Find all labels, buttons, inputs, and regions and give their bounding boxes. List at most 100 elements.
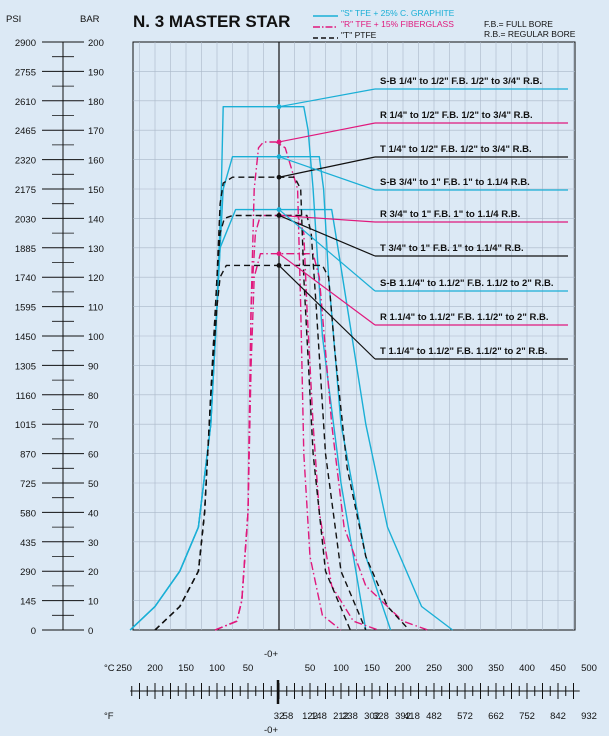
bar-tick-label: 170 (88, 126, 104, 137)
psi-header: PSI (6, 14, 21, 25)
bar-tick-label: 140 (88, 214, 104, 225)
zero-label-bottom: -0+ (264, 725, 278, 736)
psi-tick-label: 0 (31, 626, 36, 637)
celsius-tick-label: 250 (426, 663, 442, 674)
fahrenheit-tick-label: 932 (581, 711, 597, 722)
psi-tick-label: 2320 (15, 156, 36, 167)
callout-leader-2 (278, 156, 376, 178)
psi-tick-label: 1595 (15, 303, 36, 314)
bar-tick-label: 160 (88, 156, 104, 167)
celsius-tick-label: 400 (519, 663, 535, 674)
psi-tick-label: 2175 (15, 185, 36, 196)
celsius-tick-label: 350 (488, 663, 504, 674)
chart-title: N. 3 MASTER STAR (133, 12, 290, 31)
callout-label-0: S-B 1/4" to 1/2" F.B. 1/2" to 3/4" R.B. (380, 76, 542, 87)
celsius-tick-label: 200 (395, 663, 411, 674)
callout-dot-7 (276, 251, 282, 257)
fahrenheit-tick-label: 302 (364, 711, 380, 722)
legend: "S" TFE + 25% C. GRAPHITE "R" TFE + 15% … (313, 8, 576, 40)
bar-header: BAR (80, 14, 100, 25)
callout-leader-8 (278, 265, 376, 360)
fahrenheit-tick-label: 482 (426, 711, 442, 722)
celsius-tick-label: 200 (147, 663, 163, 674)
bore-full-note: F.B.= FULL BORE (484, 19, 553, 29)
callout-dot-3 (276, 154, 282, 160)
fahrenheit-unit: °F (104, 711, 114, 722)
celsius-tick-label: 150 (178, 663, 194, 674)
callout-label-3: S-B 3/4" to 1" F.B. 1" to 1.1/4 R.B. (380, 177, 530, 188)
fahrenheit-tick-label: 842 (550, 711, 566, 722)
zero-label-top: -0+ (264, 649, 278, 660)
bar-tick-label: 190 (88, 67, 104, 78)
celsius-tick-label: 500 (581, 663, 597, 674)
callout-dot-1 (276, 139, 282, 145)
fahrenheit-tick-label: 58 (283, 711, 294, 722)
fahrenheit-tick-label: 418 (404, 711, 420, 722)
psi-tick-label: 2610 (15, 97, 36, 108)
callout-label-7: R 1.1/4" to 1.1/2" F.B. 1.1/2" to 2" R.B… (380, 312, 549, 323)
psi-tick-label: 435 (20, 538, 36, 549)
celsius-tick-label: 300 (457, 663, 473, 674)
callout-leader-3 (278, 156, 376, 191)
callout-dot-2 (276, 174, 282, 180)
celsius-tick-label: 50 (305, 663, 316, 674)
psi-tick-label: 2755 (15, 67, 36, 78)
bar-tick-label: 120 (88, 273, 104, 284)
bar-tick-label: 110 (88, 303, 103, 314)
bar-tick-label: 30 (88, 538, 99, 549)
fahrenheit-tick-label: 662 (488, 711, 504, 722)
bar-tick-label: 90 (88, 361, 99, 372)
callout-dot-6 (276, 207, 282, 212)
celsius-tick-label: 50 (243, 663, 254, 674)
fahrenheit-tick-label: 148 (311, 711, 327, 722)
temperature-scale: 250 200 150 100 50 50 100 150 200 250 300 350 400 450… (116, 663, 597, 722)
callout-leader-6 (278, 209, 376, 292)
callout-label-8: T 1.1/4" to 1.1/2" F.B. 1.1/2" to 2" R.B… (380, 346, 547, 357)
callout-label-2: T 1/4" to 1/2" F.B. 1/2" to 3/4" R.B. (380, 144, 532, 155)
legend-label-t: "T" PTFE (341, 30, 377, 40)
callout-leader-5 (278, 214, 376, 257)
psi-tick-label: 1015 (15, 420, 36, 431)
series-line-5 (214, 252, 429, 631)
callout-dot-5 (276, 213, 282, 218)
celsius-tick-label: 100 (333, 663, 349, 674)
bar-tick-label: 130 (88, 244, 104, 255)
bar-tick-label: 150 (88, 185, 104, 196)
psi-tick-label: 2030 (15, 214, 36, 225)
fahrenheit-tick-label: 328 (373, 711, 389, 722)
psi-tick-label: 1740 (15, 273, 36, 284)
bar-tick-label: 60 (88, 450, 99, 461)
fahrenheit-tick-label: 752 (519, 711, 535, 722)
bar-tick-label: 0 (88, 626, 93, 637)
bar-tick-label: 200 (88, 38, 104, 49)
bore-regular-note: R.B.= REGULAR BORE (484, 29, 576, 39)
callout-label-4: R 3/4" to 1" F.B. 1" to 1.1/4 R.B. (380, 209, 520, 220)
bar-tick-label: 20 (88, 567, 99, 578)
callouts-group: S-B 1/4" to 1/2" F.B. 1/2" to 3/4" R.B. R… (276, 76, 568, 360)
bar-tick-label: 40 (88, 508, 99, 519)
psi-tick-label: 290 (20, 567, 36, 578)
fahrenheit-tick-label: 238 (342, 711, 358, 722)
legend-label-r: "R" TFE + 15% FIBERGLASS (341, 19, 454, 29)
celsius-unit: °C (104, 663, 115, 674)
celsius-tick-label: 250 (116, 663, 132, 674)
series-line-8 (154, 264, 410, 631)
callout-label-6: S-B 1.1/4" to 1.1/2" F.B. 1.1/2 to 2" R.… (380, 278, 553, 289)
legend-label-s: "S" TFE + 25% C. GRAPHITE (341, 8, 455, 18)
bar-tick-label: 180 (88, 97, 104, 108)
callout-dot-8 (276, 263, 282, 268)
psi-tick-label: 2465 (15, 126, 36, 137)
psi-tick-label: 725 (20, 479, 36, 490)
series-line-2 (129, 208, 454, 631)
callout-label-5: T 3/4" to 1" F.B. 1" to 1.1/4" R.B. (380, 243, 524, 254)
fahrenheit-tick-label: 32 (274, 711, 285, 722)
celsius-tick-label: 150 (364, 663, 380, 674)
bar-tick-label: 50 (88, 479, 99, 490)
psi-tick-label: 580 (20, 508, 36, 519)
grid (133, 42, 575, 630)
psi-tick-label: 1450 (15, 332, 36, 343)
callout-leader-7 (278, 253, 376, 326)
fahrenheit-tick-label: 392 (395, 711, 411, 722)
